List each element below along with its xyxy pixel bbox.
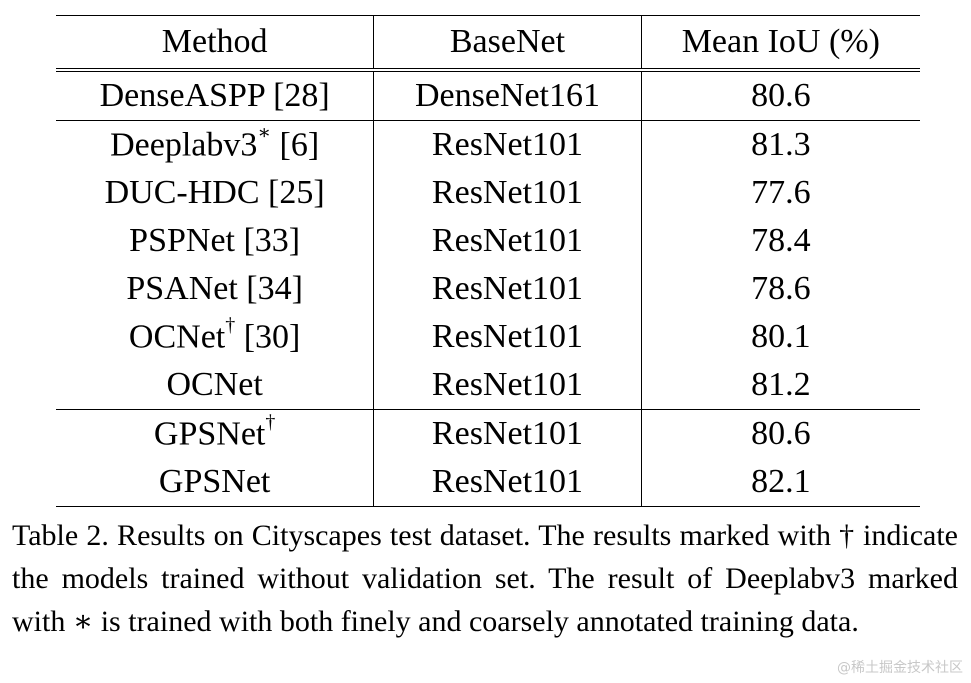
cell-method: OCNet xyxy=(56,361,375,410)
cell-method: GPSNet† xyxy=(56,409,375,458)
cell-mean-iou: 80.6 xyxy=(641,68,920,121)
method-name: DenseASPP [28] xyxy=(99,77,330,114)
cell-method: GPSNet xyxy=(56,458,375,507)
header-mean-iou: Mean IoU (%) xyxy=(641,15,920,70)
cell-mean-iou: 77.6 xyxy=(751,174,811,211)
method-name: Deeplabv3 xyxy=(110,126,258,164)
method-name: PSANet [34] xyxy=(126,270,303,307)
cell-basenet: ResNet101 xyxy=(373,361,642,410)
cell-method: DUC-HDC [25] xyxy=(56,169,375,217)
header-method: Method xyxy=(56,15,375,70)
footnote-mark: † xyxy=(265,411,276,434)
cell-mean-iou: 80.1 xyxy=(751,318,811,355)
table-row: Deeplabv3∗ [6] ResNet101 81.3 xyxy=(56,120,920,169)
cell-mean-iou: 81.2 xyxy=(751,366,811,403)
table-header-row: Method BaseNet Mean IoU (%) xyxy=(56,15,920,70)
table-row: OCNet ResNet101 81.2 xyxy=(56,361,920,410)
cell-method: DenseASPP [28] xyxy=(56,68,375,121)
cell-basenet: ResNet101 xyxy=(373,313,642,361)
cell-mean-iou: 78.4 xyxy=(751,222,811,259)
cell-basenet: ResNet101 xyxy=(373,458,642,507)
cell-basenet: ResNet101 xyxy=(373,265,642,313)
table-row: DenseASPP [28] DenseNet161 80.6 xyxy=(56,68,920,121)
table-body: DenseASPP [28] DenseNet161 80.6 Deeplabv3∗ … xyxy=(56,68,920,507)
cell-basenet: ResNet101 xyxy=(373,409,642,458)
table-row: GPSNet ResNet101 82.1 xyxy=(56,458,920,507)
cell-basenet: ResNet101 xyxy=(373,169,642,217)
cell-mean-iou: 78.6 xyxy=(751,270,811,307)
cell-basenet: ResNet101 xyxy=(373,217,642,265)
cell-mean-iou: 81.3 xyxy=(641,120,920,169)
method-name: GPSNet xyxy=(153,415,266,453)
results-table-container: Method BaseNet Mean IoU (%) DenseASPP [2… xyxy=(56,15,920,507)
method-name: OCNet xyxy=(166,366,263,403)
cell-mean-iou-best: 82.1 xyxy=(641,458,920,507)
table-row: OCNet† [30] ResNet101 80.1 xyxy=(56,313,920,361)
cell-method: Deeplabv3∗ [6] xyxy=(56,120,375,169)
footnote-mark: † xyxy=(225,314,236,337)
method-name: PSPNet [33] xyxy=(129,222,301,259)
results-table: Method BaseNet Mean IoU (%) DenseASPP [2… xyxy=(56,15,920,507)
cell-mean-iou: 80.6 xyxy=(641,409,920,458)
cell-method: PSPNet [33] xyxy=(56,217,375,265)
cell-basenet: ResNet101 xyxy=(373,120,642,169)
table-row: GPSNet† ResNet101 80.6 xyxy=(56,409,920,458)
cell-basenet: DenseNet161 xyxy=(373,68,642,121)
cell-method: PSANet [34] xyxy=(56,265,375,313)
footnote-mark: ∗ xyxy=(257,122,271,145)
citation-ref: [6] xyxy=(271,126,320,164)
watermark: @稀土掘金技术社区 xyxy=(837,660,963,676)
method-name: OCNet xyxy=(128,318,226,356)
cell-method: OCNet† [30] xyxy=(56,313,375,361)
method-name: DUC-HDC [25] xyxy=(104,174,325,211)
method-name: GPSNet xyxy=(158,463,271,500)
table-row: PSPNet [33] ResNet101 78.4 xyxy=(56,217,920,265)
table-row: DUC-HDC [25] ResNet101 77.6 xyxy=(56,169,920,217)
table-caption: Table 2. Results on Cityscapes test data… xyxy=(12,519,958,638)
table-row: PSANet [34] ResNet101 78.6 xyxy=(56,265,920,313)
citation-ref: [30] xyxy=(235,318,301,356)
header-basenet: BaseNet xyxy=(373,15,642,70)
